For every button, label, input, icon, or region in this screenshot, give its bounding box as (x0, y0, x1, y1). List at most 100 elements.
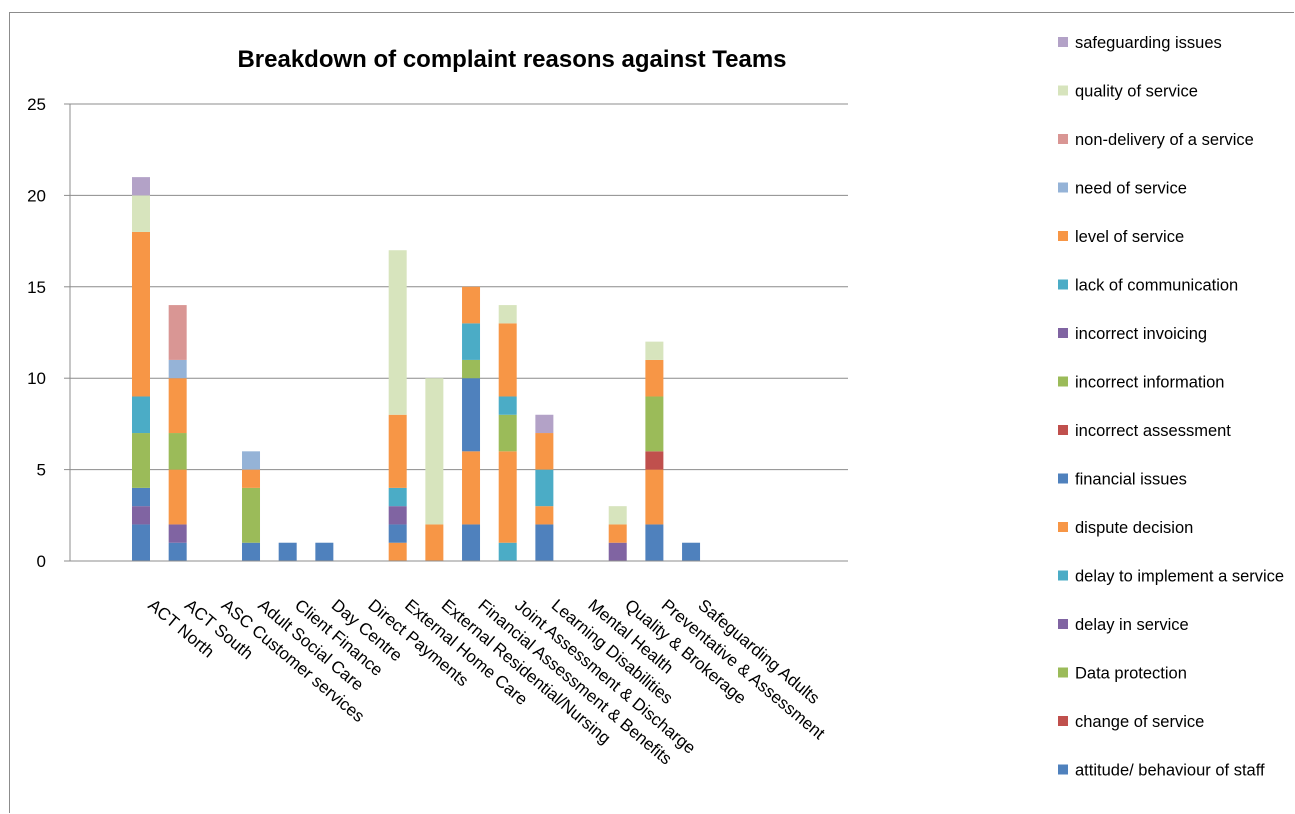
legend: safeguarding issues quality of service non… (1058, 34, 1284, 780)
legend-swatch (1058, 279, 1068, 290)
y-tick-label: 5 (37, 461, 46, 480)
bar-segment (498, 414, 517, 452)
bar-segment (498, 396, 517, 415)
legend-label: financial issues (1075, 471, 1187, 489)
bar-segment (535, 506, 554, 525)
bar-segment (498, 305, 517, 324)
legend-swatch (1058, 231, 1068, 241)
bar-segment (168, 378, 187, 434)
legend-label: attitude/ behaviour of staff (1075, 762, 1265, 780)
bar-segment (242, 542, 261, 561)
bar-segment (168, 524, 187, 543)
legend-label: need of service (1075, 180, 1187, 198)
legend-swatch (1058, 182, 1068, 193)
bar-segment (132, 396, 150, 434)
bar-segment (315, 542, 334, 561)
bar-segment (132, 177, 150, 196)
bar-segment (278, 542, 297, 561)
legend-swatch (1058, 328, 1068, 338)
bar-segment (645, 469, 664, 525)
bar-segment (132, 195, 150, 232)
y-tick-label: 0 (37, 552, 46, 571)
bar-segment (242, 451, 261, 470)
legend-swatch (1058, 473, 1068, 484)
bar-segment (388, 524, 407, 543)
bar-segment (132, 433, 150, 488)
legend-label: quality of service (1075, 83, 1198, 101)
bar-segment (462, 378, 481, 452)
bar-segment (645, 524, 664, 561)
bar-segment (242, 469, 261, 488)
gridlines (70, 103, 848, 471)
legend-label: safeguarding issues (1075, 34, 1222, 52)
bar-segment (608, 506, 627, 525)
chart-frame (9, 12, 1294, 813)
bar-segment (462, 451, 481, 525)
legend-label: incorrect invoicing (1075, 325, 1207, 343)
legend-label: delay to implement a service (1075, 568, 1284, 586)
legend-swatch (1058, 37, 1068, 47)
legend-label: non-delivery of a service (1075, 131, 1254, 149)
legend-swatch (1058, 764, 1068, 775)
bar-segment (168, 433, 187, 470)
bar-segment (425, 524, 444, 561)
bar-segment (388, 414, 407, 488)
bar-segment (535, 469, 554, 507)
bar-segment (498, 451, 517, 543)
legend-label: change of service (1075, 713, 1204, 731)
bar-segment (132, 506, 150, 525)
bar-segment (388, 487, 407, 507)
legend-swatch (1058, 619, 1068, 629)
bar-segment (462, 286, 481, 324)
bar-segment (608, 524, 627, 543)
bar-segment (388, 542, 407, 561)
bar-segment (535, 433, 554, 470)
y-tick-label: 25 (27, 95, 46, 114)
bar-segment (645, 359, 664, 397)
bar-segment (645, 396, 664, 452)
bar-segment (168, 359, 187, 379)
bar-segment (535, 414, 554, 434)
legend-swatch (1058, 134, 1068, 144)
x-tick-label: Preventative & Assessment (658, 596, 829, 744)
legend-label: dispute decision (1075, 519, 1193, 537)
bar-segment (535, 524, 554, 561)
legend-label: incorrect information (1075, 374, 1224, 392)
chart-title: Breakdown of complaint reasons against T… (237, 46, 786, 73)
bar-segment (608, 542, 627, 561)
legend-swatch (1058, 716, 1068, 726)
legend-swatch (1058, 425, 1068, 435)
y-tick-label: 15 (27, 278, 46, 297)
legend-swatch (1058, 85, 1068, 96)
bar-segment (388, 506, 407, 525)
legend-label: lack of communication (1075, 277, 1238, 295)
legend-swatch (1058, 376, 1068, 387)
bar-segment (168, 305, 187, 360)
y-tick-label: 10 (27, 369, 46, 388)
bar-segment (425, 378, 444, 525)
bar-segment (462, 524, 481, 561)
bar-segment (168, 542, 187, 561)
bar-segment (645, 341, 664, 360)
bar-segment (132, 231, 150, 397)
bar-segment (132, 487, 150, 507)
legend-swatch (1058, 570, 1068, 581)
bar-segment (168, 469, 187, 525)
legend-label: delay in service (1075, 616, 1189, 634)
bar-segment (388, 250, 407, 415)
bar-segment (462, 323, 481, 360)
bar-segment (645, 451, 664, 470)
bar-segment (498, 323, 517, 397)
y-tick-label: 20 (27, 186, 46, 205)
bar-segment (498, 542, 517, 561)
bar-segment (242, 487, 261, 543)
legend-label: Data protection (1075, 665, 1187, 683)
legend-label: level of service (1075, 228, 1184, 246)
legend-swatch (1058, 667, 1068, 678)
bar-segment (462, 359, 481, 379)
bar-segment (132, 524, 150, 561)
legend-swatch (1058, 522, 1068, 532)
bar-segment (682, 542, 701, 561)
bars (132, 177, 701, 561)
